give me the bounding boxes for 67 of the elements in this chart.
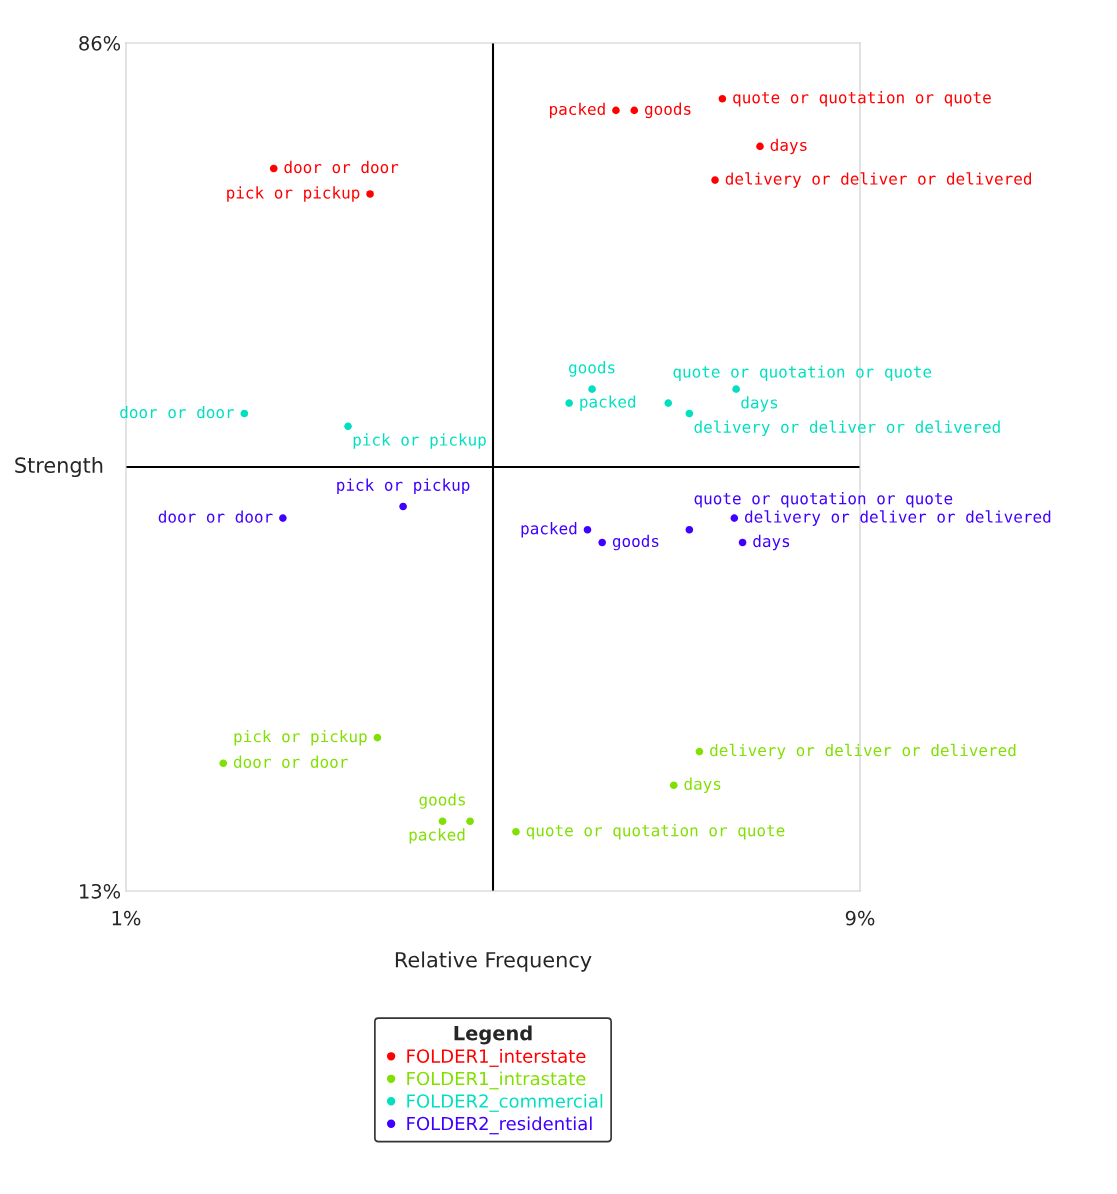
point (366, 190, 374, 198)
point (718, 94, 727, 103)
point (438, 817, 447, 826)
point (738, 538, 747, 547)
data-label: delivery or deliver or delivered (710, 743, 1016, 760)
legend-label: FOLDER1_interstate (407, 1048, 586, 1067)
point (373, 733, 382, 742)
data-label: quote or quotation or quote (673, 365, 932, 381)
point (730, 514, 739, 522)
data-label: goods (419, 793, 465, 809)
data-label: packed (409, 828, 465, 844)
data-label: quote or quotation or quote (526, 824, 785, 840)
data-label: door or door (120, 405, 235, 419)
point (240, 409, 249, 418)
point (685, 409, 694, 418)
point (664, 399, 673, 407)
legend-label: FOLDER1_intrastate (407, 1071, 586, 1090)
y-axis-title: Strength (15, 456, 103, 478)
point (669, 781, 678, 790)
data-label: quote or quotation or quote (694, 492, 953, 508)
point (630, 106, 639, 115)
data-label: days (741, 396, 778, 412)
data-label: days (770, 138, 807, 155)
data-label: packed (550, 102, 605, 119)
data-label: quote or quotation or quote (733, 91, 991, 107)
point (399, 502, 407, 511)
point (685, 525, 694, 534)
data-label: door or door (158, 510, 273, 523)
data-label: pick or pickup (353, 433, 486, 449)
point (269, 164, 278, 173)
data-label: delivery or deliver or delivered (744, 510, 1051, 526)
x-tick-label: 1% (112, 910, 141, 926)
data-label: days (753, 534, 790, 551)
data-label: days (684, 777, 721, 794)
legend-title: Legend (454, 1025, 532, 1045)
data-label: pick or pickup (337, 478, 470, 494)
data-label: packed (521, 522, 577, 538)
data-label: door or door (233, 755, 348, 768)
point (344, 422, 352, 431)
data-label: packed (580, 395, 636, 411)
point (588, 385, 596, 393)
point (732, 385, 740, 393)
data-label: delivery or deliver or delivered (725, 172, 1031, 188)
data-label: goods (644, 102, 691, 119)
data-label: pick or pickup (234, 729, 367, 746)
point (711, 176, 719, 184)
legend-label: FOLDER2_residential (407, 1116, 592, 1135)
point (512, 827, 520, 836)
point (612, 106, 620, 115)
point (466, 817, 474, 826)
point (756, 142, 764, 151)
point (695, 747, 704, 756)
y-tick-label: 86% (79, 35, 121, 51)
data-label: goods (612, 534, 659, 551)
x-axis-title: Relative Frequency (395, 951, 592, 972)
data-label: goods (569, 361, 615, 377)
point (583, 525, 592, 534)
data-label: door or door (284, 160, 399, 174)
point (279, 514, 287, 522)
data-label: pick or pickup (227, 186, 360, 202)
y-tick-label: 13% (80, 883, 121, 899)
point (565, 399, 573, 407)
x-tick-label: 9% (845, 910, 875, 926)
point (598, 538, 606, 547)
point (219, 759, 228, 768)
data-label: delivery or deliver or delivered (694, 420, 1000, 437)
legend-label: FOLDER2_commercial (407, 1093, 603, 1112)
